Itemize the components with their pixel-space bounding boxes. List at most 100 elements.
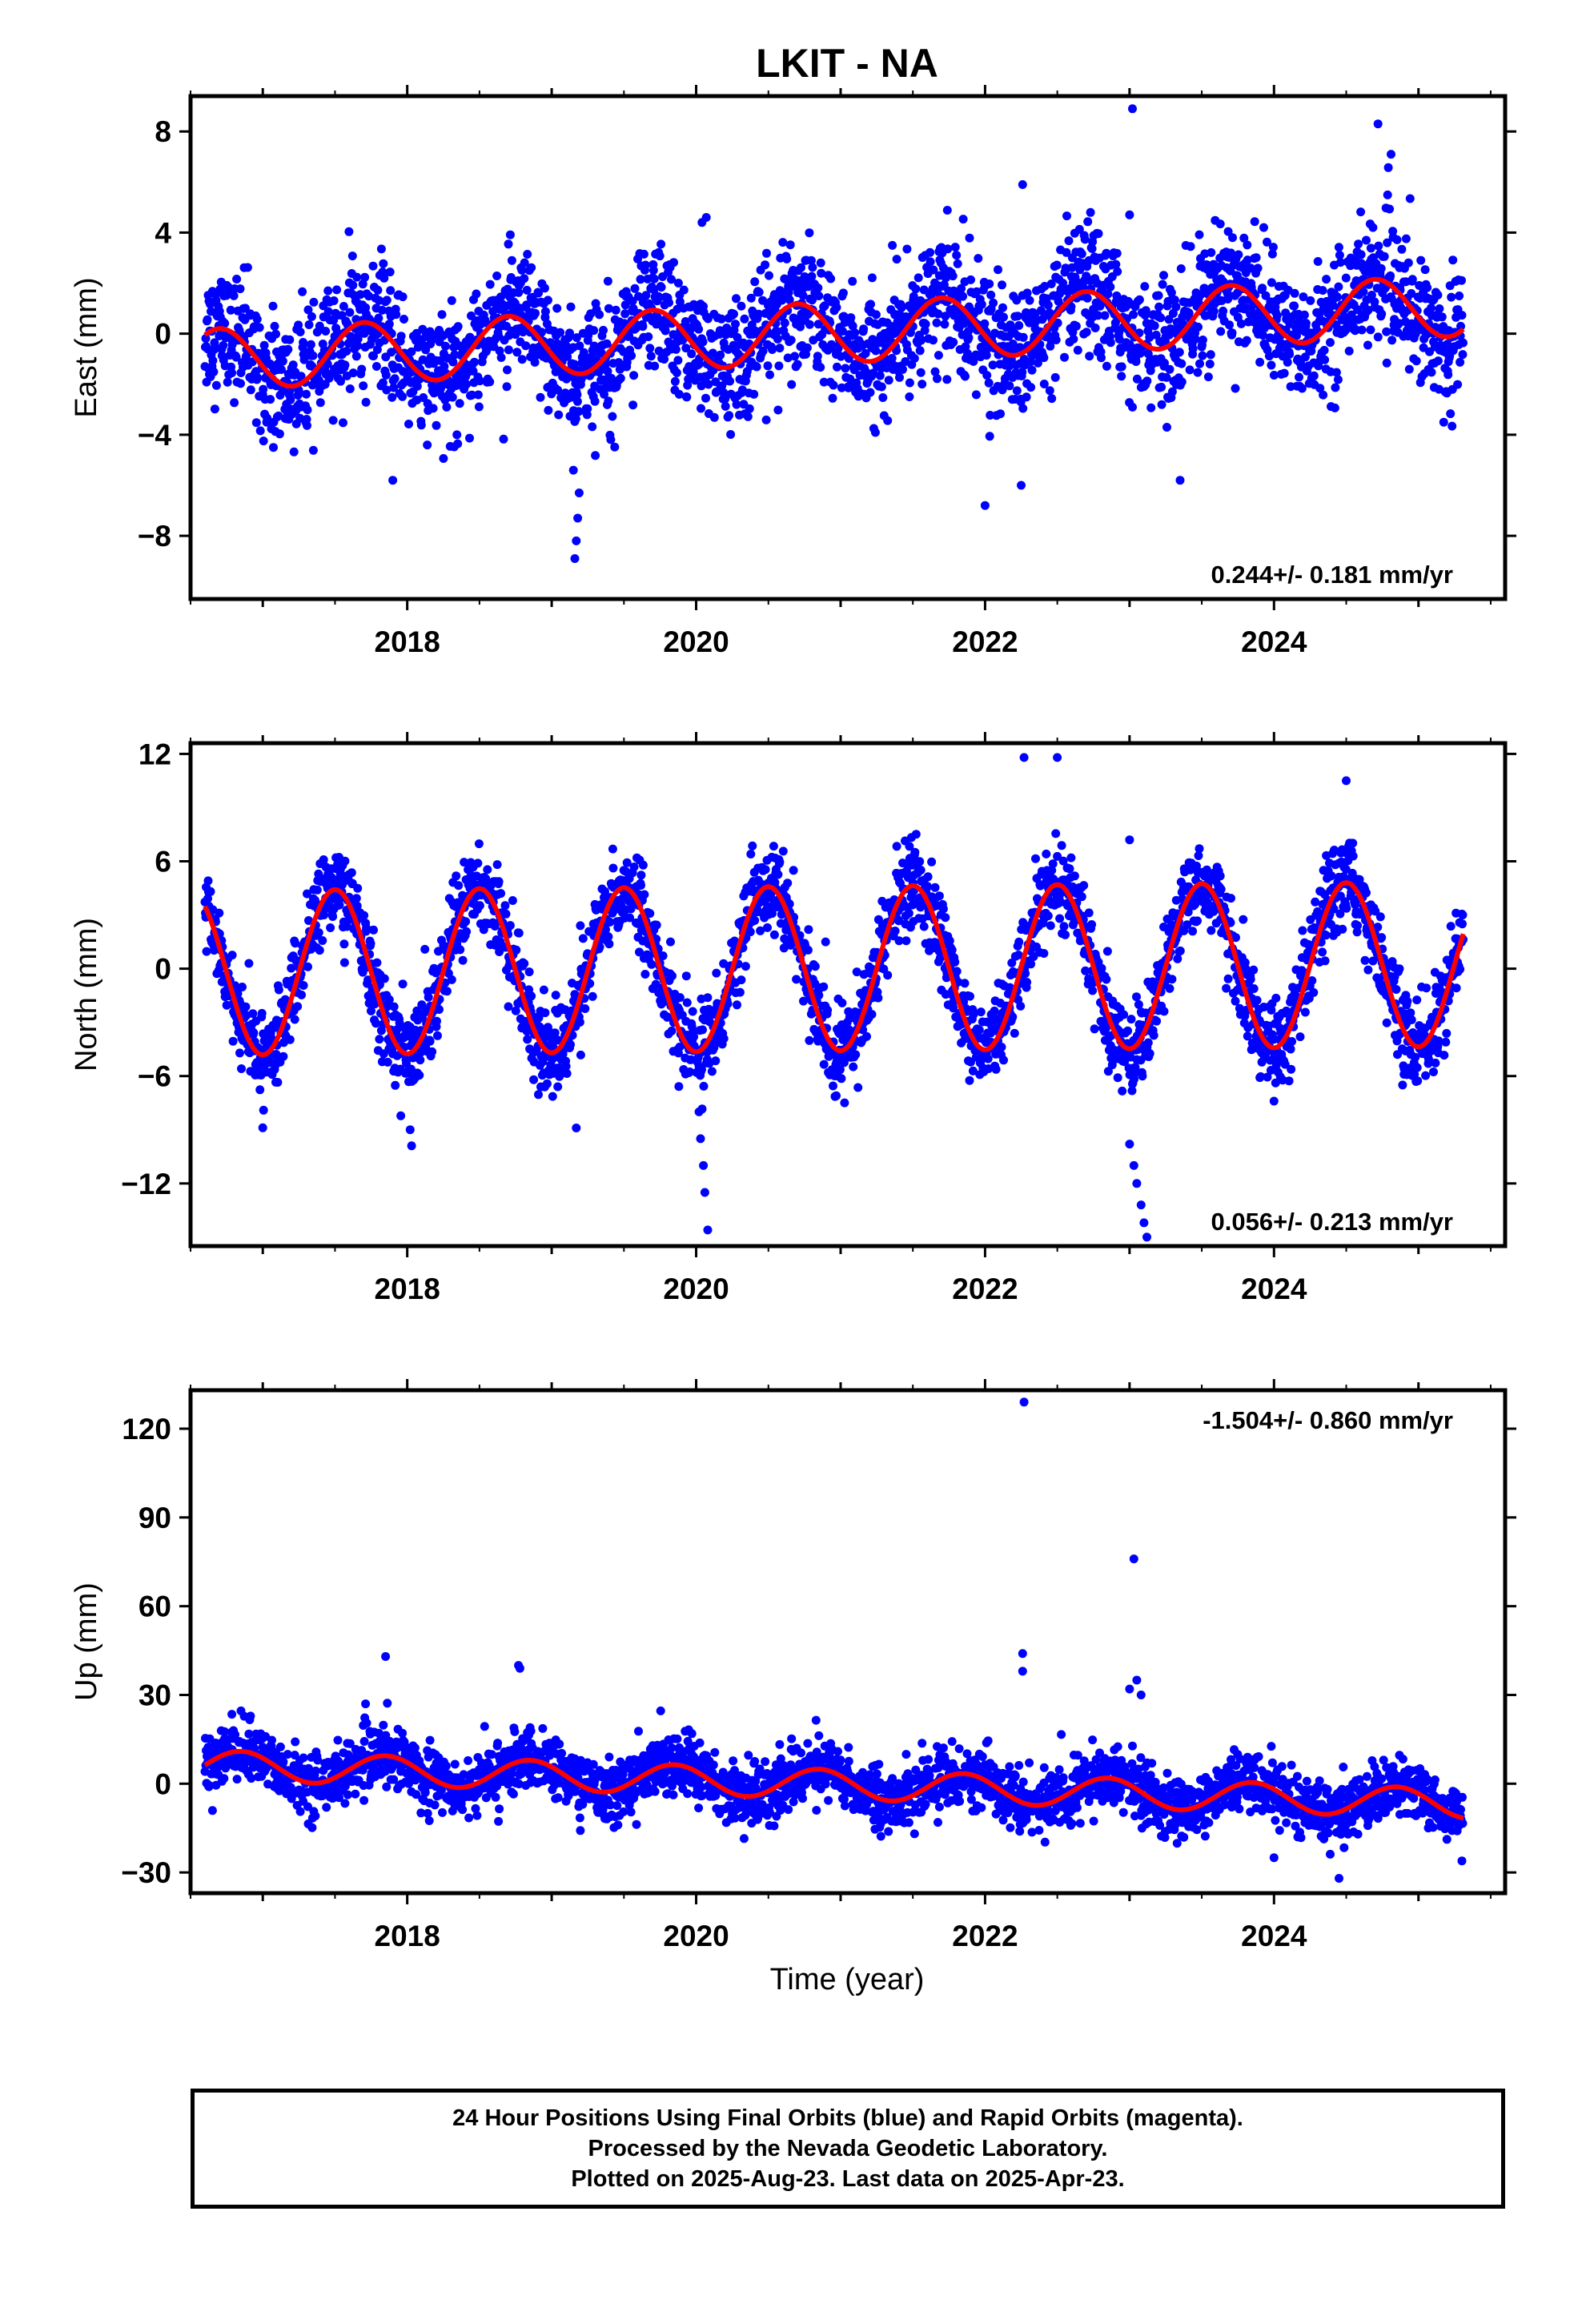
- data-point: [588, 991, 597, 1001]
- data-point: [701, 393, 710, 403]
- data-point: [548, 1092, 557, 1101]
- data-point: [717, 314, 726, 324]
- data-point: [982, 371, 992, 380]
- data-point: [805, 1035, 814, 1045]
- data-point: [1234, 250, 1243, 259]
- data-point: [679, 285, 689, 295]
- data-point: [1253, 263, 1263, 273]
- data-point: [1362, 235, 1371, 245]
- data-point: [796, 322, 805, 332]
- data-point: [458, 955, 468, 965]
- data-point: [520, 959, 529, 968]
- data-point: [783, 879, 793, 888]
- data-point: [608, 412, 617, 421]
- data-point: [454, 881, 464, 891]
- data-point: [203, 894, 212, 903]
- data-point: [950, 243, 960, 252]
- data-point: [211, 380, 221, 390]
- data-point: [266, 395, 275, 404]
- data-point: [483, 865, 492, 875]
- data-point: [884, 376, 893, 385]
- data-point: [402, 1059, 411, 1068]
- data-point: [1046, 279, 1056, 288]
- data-point: [773, 405, 783, 415]
- data-point: [425, 1036, 435, 1046]
- data-point: [1050, 372, 1060, 382]
- data-point: [351, 894, 361, 903]
- data-point: [636, 275, 645, 284]
- data-point: [1363, 340, 1372, 350]
- data-point: [848, 321, 857, 331]
- y-tick-label: −8: [138, 520, 171, 553]
- data-point: [697, 381, 706, 391]
- data-point: [638, 322, 648, 332]
- data-point: [1158, 279, 1167, 289]
- data-point: [511, 1006, 520, 1015]
- data-point: [965, 233, 974, 243]
- data-point: [1239, 233, 1249, 243]
- data-point: [378, 378, 387, 388]
- data-point: [712, 968, 721, 978]
- data-point: [608, 863, 618, 873]
- data-point: [373, 285, 383, 295]
- outlier-point: [568, 465, 578, 475]
- data-point: [640, 890, 649, 899]
- data-point: [665, 298, 673, 308]
- data-point: [382, 385, 391, 395]
- data-point: [628, 296, 637, 306]
- data-point: [315, 321, 324, 331]
- data-point: [347, 868, 356, 878]
- data-point: [898, 364, 907, 374]
- data-point: [1157, 400, 1166, 409]
- data-point: [391, 310, 401, 320]
- data-point: [336, 376, 345, 386]
- data-point: [1335, 258, 1345, 267]
- data-point: [396, 332, 406, 341]
- data-point: [241, 1002, 251, 1011]
- data-point: [219, 340, 228, 350]
- data-point: [496, 353, 506, 362]
- data-point: [958, 215, 968, 224]
- data-point: [253, 373, 263, 383]
- data-point: [377, 305, 387, 315]
- data-point: [352, 272, 362, 282]
- data-point: [462, 927, 472, 936]
- data-point: [1326, 338, 1335, 348]
- data-point: [930, 883, 940, 892]
- data-point: [792, 975, 801, 984]
- data-point: [1242, 336, 1251, 345]
- data-point: [468, 366, 478, 376]
- data-point: [1095, 301, 1105, 311]
- data-point: [926, 257, 935, 267]
- data-point: [1174, 348, 1184, 357]
- data-point: [1088, 986, 1098, 995]
- data-point: [1347, 310, 1356, 320]
- data-point: [591, 451, 600, 460]
- data-point: [666, 937, 675, 947]
- data-point: [1117, 362, 1126, 372]
- data-point: [719, 1034, 729, 1043]
- data-point: [1114, 335, 1124, 344]
- data-point: [259, 340, 269, 350]
- data-point: [220, 319, 230, 328]
- data-point: [572, 390, 582, 400]
- data-point: [821, 937, 830, 947]
- data-point: [428, 404, 438, 413]
- data-point: [1367, 291, 1376, 300]
- data-point: [203, 315, 212, 324]
- data-point: [1128, 402, 1137, 412]
- data-point: [278, 356, 287, 366]
- data-point: [520, 258, 529, 267]
- data-point: [1068, 882, 1078, 891]
- data-point: [246, 385, 255, 395]
- data-point: [1433, 290, 1443, 300]
- data-point: [832, 1091, 841, 1100]
- data-point: [505, 230, 515, 239]
- data-point: [875, 371, 885, 380]
- data-point: [294, 320, 303, 330]
- data-point: [867, 1010, 877, 1019]
- data-point: [1385, 204, 1395, 214]
- data-point: [833, 362, 841, 372]
- data-point: [1259, 331, 1267, 340]
